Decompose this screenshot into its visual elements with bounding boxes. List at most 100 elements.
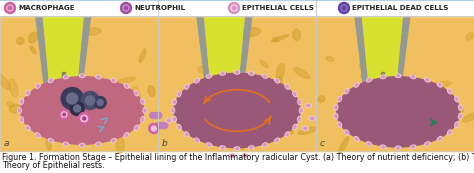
Ellipse shape <box>20 99 24 104</box>
Ellipse shape <box>142 100 144 103</box>
Ellipse shape <box>248 71 254 75</box>
Ellipse shape <box>334 105 338 110</box>
Ellipse shape <box>390 125 398 134</box>
Ellipse shape <box>63 142 69 146</box>
Ellipse shape <box>262 143 267 147</box>
Ellipse shape <box>286 133 288 136</box>
Ellipse shape <box>346 110 357 117</box>
Ellipse shape <box>299 101 301 103</box>
Ellipse shape <box>425 142 430 146</box>
Polygon shape <box>44 14 83 92</box>
Ellipse shape <box>415 104 430 122</box>
Ellipse shape <box>52 70 60 80</box>
Ellipse shape <box>124 133 129 137</box>
Ellipse shape <box>71 106 80 114</box>
Circle shape <box>59 110 69 120</box>
Ellipse shape <box>17 38 24 44</box>
Ellipse shape <box>425 78 430 82</box>
Ellipse shape <box>28 32 38 43</box>
Ellipse shape <box>285 132 290 137</box>
Polygon shape <box>77 14 91 94</box>
Ellipse shape <box>409 97 425 101</box>
Circle shape <box>9 7 11 10</box>
Ellipse shape <box>36 133 40 137</box>
Circle shape <box>94 97 106 108</box>
Ellipse shape <box>293 91 297 97</box>
Ellipse shape <box>18 108 21 113</box>
Ellipse shape <box>305 103 311 107</box>
Ellipse shape <box>349 110 360 124</box>
Text: Figure 1. Formation Stage – Epithelial lining of the Inflammatory radicular Cyst: Figure 1. Formation Stage – Epithelial l… <box>2 153 474 162</box>
Ellipse shape <box>64 143 67 145</box>
Ellipse shape <box>194 79 200 83</box>
Ellipse shape <box>65 85 75 99</box>
Ellipse shape <box>411 146 415 148</box>
Ellipse shape <box>448 90 451 93</box>
Ellipse shape <box>449 108 464 114</box>
Ellipse shape <box>368 79 371 81</box>
Ellipse shape <box>285 84 290 89</box>
Polygon shape <box>238 14 252 94</box>
Ellipse shape <box>178 126 180 129</box>
Ellipse shape <box>426 143 428 145</box>
Ellipse shape <box>173 99 176 105</box>
Ellipse shape <box>208 77 214 87</box>
Bar <box>223 72 226 92</box>
Ellipse shape <box>262 74 267 78</box>
Ellipse shape <box>221 72 224 74</box>
Ellipse shape <box>459 115 461 118</box>
Ellipse shape <box>273 38 279 42</box>
Ellipse shape <box>125 85 128 87</box>
Ellipse shape <box>207 74 212 78</box>
Polygon shape <box>363 14 402 92</box>
Ellipse shape <box>381 145 386 149</box>
Ellipse shape <box>116 137 124 153</box>
Ellipse shape <box>293 124 297 130</box>
Ellipse shape <box>142 118 144 121</box>
Ellipse shape <box>276 139 278 142</box>
Circle shape <box>67 93 78 104</box>
Ellipse shape <box>0 74 10 90</box>
Ellipse shape <box>141 99 145 104</box>
Ellipse shape <box>96 75 101 79</box>
Bar <box>62 72 64 92</box>
Ellipse shape <box>426 79 428 81</box>
Circle shape <box>151 126 156 131</box>
Ellipse shape <box>177 124 181 130</box>
Ellipse shape <box>361 40 373 48</box>
Ellipse shape <box>202 122 221 131</box>
Ellipse shape <box>20 117 24 122</box>
Circle shape <box>4 2 16 13</box>
Ellipse shape <box>27 126 29 129</box>
Ellipse shape <box>141 117 145 122</box>
Ellipse shape <box>148 86 155 97</box>
Ellipse shape <box>438 83 442 87</box>
Ellipse shape <box>294 93 296 95</box>
Ellipse shape <box>234 71 240 74</box>
Circle shape <box>81 92 99 110</box>
Circle shape <box>153 112 159 119</box>
Ellipse shape <box>463 113 474 122</box>
Ellipse shape <box>134 125 138 130</box>
Ellipse shape <box>220 146 226 149</box>
Circle shape <box>231 5 237 11</box>
Text: a: a <box>4 139 9 148</box>
Circle shape <box>62 112 67 117</box>
Ellipse shape <box>167 119 170 122</box>
Ellipse shape <box>207 143 212 147</box>
Circle shape <box>81 115 88 122</box>
Ellipse shape <box>345 130 349 135</box>
Ellipse shape <box>36 85 39 87</box>
Circle shape <box>73 105 81 112</box>
Ellipse shape <box>21 100 23 103</box>
Ellipse shape <box>276 63 284 80</box>
Ellipse shape <box>293 68 310 78</box>
Ellipse shape <box>236 148 238 150</box>
Ellipse shape <box>373 91 383 112</box>
Ellipse shape <box>134 91 138 96</box>
Circle shape <box>341 5 347 11</box>
Ellipse shape <box>135 92 137 94</box>
Polygon shape <box>205 14 244 92</box>
Ellipse shape <box>242 154 248 158</box>
Polygon shape <box>197 14 210 94</box>
